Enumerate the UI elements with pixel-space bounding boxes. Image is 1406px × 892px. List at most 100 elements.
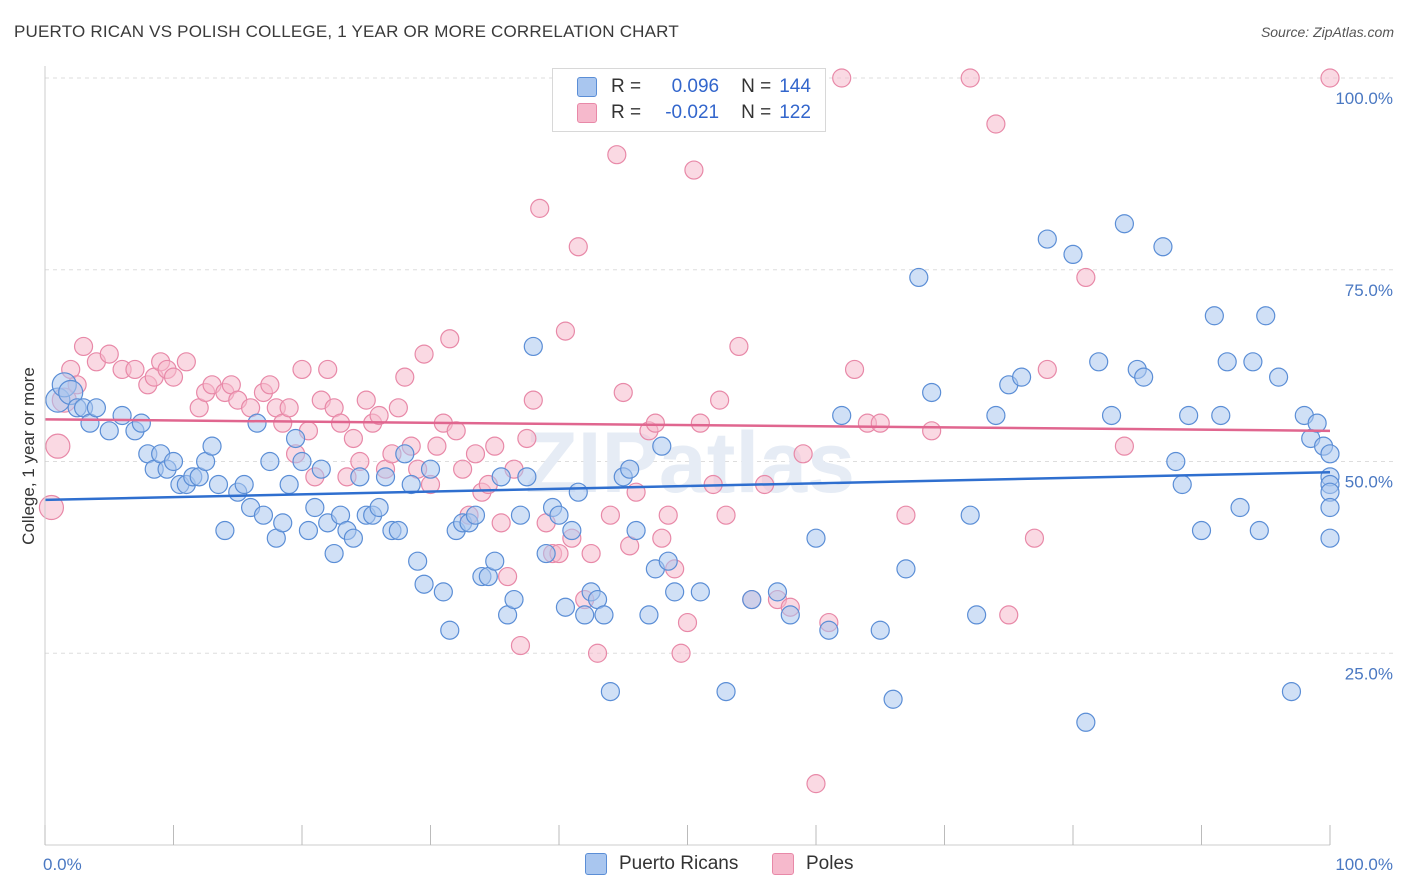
data-point-puerto-ricans <box>1320 444 1340 464</box>
data-point-puerto-ricans <box>298 520 319 541</box>
data-point-puerto-ricans <box>1101 405 1122 426</box>
data-point-puerto-ricans <box>1037 229 1057 249</box>
data-point-poles <box>388 398 408 418</box>
data-point-poles <box>517 428 537 449</box>
data-point-puerto-ricans <box>780 605 800 625</box>
data-point-puerto-ricans <box>1011 367 1032 387</box>
data-point-poles <box>356 390 376 410</box>
data-point-poles <box>1320 68 1340 88</box>
legend-r-value: -0.021 <box>665 102 720 123</box>
x-tick-label: 100.0% <box>1335 855 1393 874</box>
data-point-puerto-ricans <box>408 551 428 571</box>
data-point-poles <box>279 398 299 418</box>
data-point-poles <box>440 329 460 349</box>
data-point-puerto-ricans <box>1211 405 1231 426</box>
data-point-puerto-ricans <box>369 497 389 518</box>
legend-n-label: N = <box>741 76 772 97</box>
data-point-puerto-ricans <box>594 605 614 625</box>
y-tick-label: 75.0% <box>1345 281 1393 300</box>
data-point-puerto-ricans <box>305 497 325 518</box>
data-point-puerto-ricans <box>1172 474 1192 495</box>
data-point-puerto-ricans <box>273 513 293 533</box>
data-point-poles <box>986 114 1006 134</box>
data-point-poles <box>1037 359 1057 380</box>
data-point-puerto-ricans <box>742 589 762 610</box>
data-point-puerto-ricans <box>1217 352 1237 372</box>
data-point-poles <box>793 444 813 464</box>
data-point-puerto-ricans <box>1063 244 1083 265</box>
data-point-puerto-ricans <box>1166 451 1186 472</box>
data-point-puerto-ricans <box>343 528 363 548</box>
series-legend-poles: Poles <box>772 852 854 876</box>
x-tick-label: 0.0% <box>43 855 82 874</box>
data-point-poles <box>163 367 184 387</box>
legend-swatch-blue <box>577 77 597 97</box>
data-point-puerto-ricans <box>234 474 254 495</box>
data-point-poles <box>427 436 447 456</box>
data-point-puerto-ricans <box>575 605 595 625</box>
data-point-puerto-ricans <box>1204 306 1224 326</box>
data-point-puerto-ricans <box>260 451 280 472</box>
data-point-puerto-ricans <box>1076 712 1096 732</box>
data-point-puerto-ricans <box>562 520 582 541</box>
data-point-puerto-ricans <box>658 551 678 571</box>
data-point-puerto-ricans <box>324 543 344 564</box>
data-point-puerto-ricans <box>292 451 312 472</box>
data-point-puerto-ricans <box>896 559 916 579</box>
data-point-puerto-ricans <box>600 681 621 702</box>
data-point-puerto-ricans <box>311 459 331 479</box>
data-point-poles <box>465 444 486 464</box>
y-tick-label: 50.0% <box>1345 473 1393 492</box>
data-point-puerto-ricans <box>1114 214 1135 234</box>
data-point-puerto-ricans <box>401 474 421 495</box>
trend-line-puerto-ricans <box>44 470 1331 502</box>
data-point-poles <box>870 413 890 433</box>
data-point-poles <box>343 428 363 449</box>
legend-swatch-pink <box>772 853 794 875</box>
data-point-puerto-ricans <box>253 505 274 525</box>
data-point-puerto-ricans <box>819 620 839 640</box>
data-point-puerto-ricans <box>568 482 588 502</box>
legend-swatch-pink <box>577 103 597 123</box>
data-point-poles <box>690 413 710 433</box>
data-point-poles <box>318 359 338 380</box>
data-point-poles <box>45 433 71 459</box>
data-point-puerto-ricans <box>626 520 646 541</box>
data-point-puerto-ricans <box>112 405 132 426</box>
data-point-puerto-ricans <box>1243 352 1263 372</box>
trend-line-poles <box>44 418 1331 433</box>
data-point-puerto-ricans <box>806 528 826 548</box>
data-point-poles <box>999 605 1019 625</box>
data-point-puerto-ricans <box>967 605 987 625</box>
data-point-puerto-ricans <box>375 467 396 487</box>
y-axis-label: College, 1 year or more <box>19 367 38 545</box>
data-point-poles <box>806 774 826 794</box>
data-point-poles <box>99 344 119 364</box>
data-point-puerto-ricans <box>215 520 235 541</box>
data-point-poles <box>1024 528 1045 548</box>
data-point-puerto-ricans <box>440 620 460 640</box>
data-point-poles <box>729 336 749 357</box>
legend-r-value: 0.096 <box>671 76 720 97</box>
data-point-puerto-ricans <box>1256 306 1276 326</box>
data-point-puerto-ricans <box>690 582 710 602</box>
data-point-puerto-ricans <box>523 336 543 357</box>
data-point-puerto-ricans <box>414 574 434 594</box>
data-point-puerto-ricans <box>986 405 1006 426</box>
data-point-puerto-ricans <box>909 267 929 288</box>
data-point-puerto-ricans <box>208 474 229 495</box>
data-point-puerto-ricans <box>1320 497 1340 518</box>
data-point-poles <box>446 421 466 441</box>
data-point-puerto-ricans <box>395 444 415 464</box>
data-point-puerto-ricans <box>504 589 524 610</box>
data-point-poles <box>491 513 511 533</box>
data-point-poles <box>498 566 518 587</box>
data-point-puerto-ricans <box>716 681 736 702</box>
data-point-poles <box>960 68 980 88</box>
data-point-puerto-ricans <box>485 551 505 571</box>
data-point-poles <box>844 359 865 380</box>
data-point-poles <box>369 405 389 426</box>
data-point-puerto-ricans <box>1134 367 1154 387</box>
data-point-puerto-ricans <box>652 436 672 456</box>
